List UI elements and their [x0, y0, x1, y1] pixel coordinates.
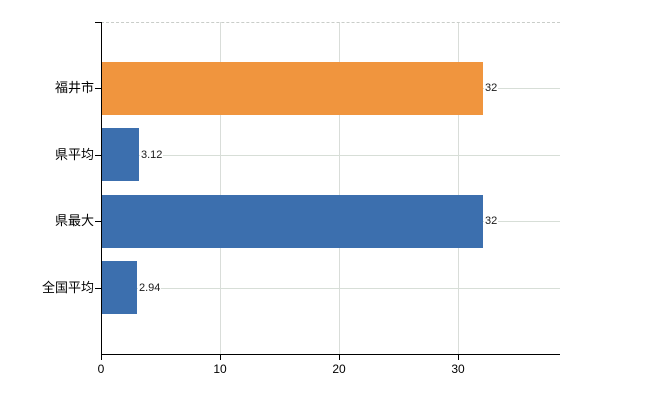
- x-axis-tick: [101, 355, 102, 360]
- y-axis-line: [101, 22, 102, 355]
- value-label: 2.94: [138, 282, 162, 295]
- value-label: 3.12: [140, 149, 164, 162]
- x-axis-tick: [458, 355, 459, 360]
- y-axis-tick: [95, 88, 101, 89]
- x-axis-tick-label: 10: [213, 362, 227, 376]
- category-label: 全国平均: [41, 280, 94, 295]
- x-axis-line: [101, 354, 560, 355]
- bar-4: [102, 261, 137, 314]
- y-axis-tick: [95, 288, 101, 289]
- vertical-gridline: [339, 22, 340, 354]
- category-label: 県平均: [54, 147, 94, 162]
- plot-top-border: [101, 22, 560, 23]
- x-axis-tick-label: 0: [97, 362, 105, 376]
- bar-2: [102, 128, 139, 181]
- y-axis-tick: [95, 221, 101, 222]
- vertical-gridline: [458, 22, 459, 354]
- x-axis-tick-label: 30: [451, 362, 465, 376]
- y-axis-tick: [95, 155, 101, 156]
- x-axis-tick-label: 20: [332, 362, 346, 376]
- bar-1: [102, 62, 483, 115]
- horizontal-gridline: [101, 288, 560, 289]
- bar-3: [102, 195, 483, 248]
- category-label: 県最大: [54, 213, 94, 228]
- horizontal-gridline: [101, 155, 560, 156]
- x-axis-tick: [220, 355, 221, 360]
- x-axis-tick: [339, 355, 340, 360]
- value-label: 32: [484, 82, 499, 95]
- value-label: 32: [484, 215, 499, 228]
- y-axis-top-tick: [95, 22, 101, 23]
- vertical-gridline: [220, 22, 221, 354]
- category-label: 福井市: [54, 80, 94, 95]
